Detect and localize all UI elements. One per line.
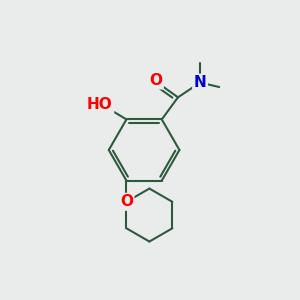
Text: HO: HO (87, 97, 113, 112)
Text: O: O (149, 73, 162, 88)
Text: N: N (194, 75, 206, 90)
Text: O: O (120, 194, 133, 209)
